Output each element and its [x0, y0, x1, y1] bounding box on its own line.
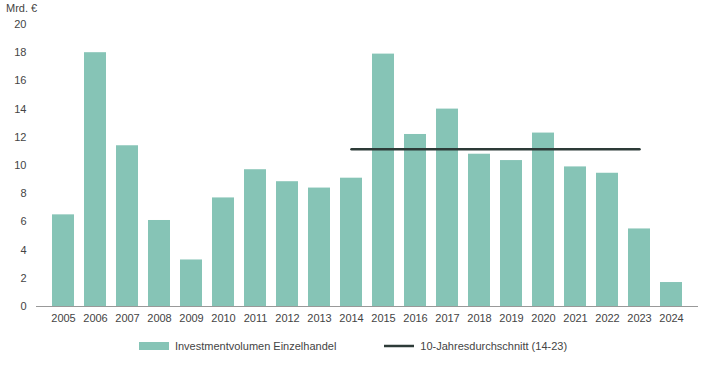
svg-text:2019: 2019	[499, 312, 523, 324]
svg-text:6: 6	[20, 215, 26, 227]
svg-text:2011: 2011	[244, 312, 268, 324]
svg-text:2016: 2016	[403, 312, 427, 324]
svg-text:2007: 2007	[115, 312, 139, 324]
svg-text:10: 10	[14, 159, 26, 171]
svg-text:2012: 2012	[275, 312, 299, 324]
svg-text:2014: 2014	[339, 312, 363, 324]
svg-text:2010: 2010	[211, 312, 235, 324]
svg-text:2006: 2006	[83, 312, 107, 324]
html-text:Mrd. €: Mrd. €	[6, 2, 38, 14]
html-text:10-Jahresdurchschnitt (14-23): 10-Jahresdurchschnitt (14-23)	[420, 340, 568, 352]
svg-text:0: 0	[20, 300, 26, 312]
svg-text:2023: 2023	[627, 312, 651, 324]
svg-text:2013: 2013	[307, 312, 331, 324]
svg-text:18: 18	[14, 46, 26, 58]
svg-text:2005: 2005	[51, 312, 75, 324]
svg-text:20: 20	[14, 18, 26, 30]
svg-text:2018: 2018	[467, 312, 491, 324]
svg-text:2015: 2015	[371, 312, 395, 324]
svg-text:8: 8	[20, 187, 26, 199]
svg-text:2020: 2020	[531, 312, 555, 324]
svg-text:2008: 2008	[147, 312, 171, 324]
svg-text:4: 4	[20, 244, 26, 256]
svg-text:16: 16	[14, 74, 26, 86]
svg-text:14: 14	[14, 103, 26, 115]
svg-text:2024: 2024	[659, 312, 683, 324]
svg-text:2009: 2009	[179, 312, 203, 324]
svg-text:2021: 2021	[563, 312, 587, 324]
svg-text:12: 12	[14, 131, 26, 143]
svg-text:2022: 2022	[595, 312, 619, 324]
html-text:Investmentvolumen Einzelhandel: Investmentvolumen Einzelhandel	[174, 340, 337, 352]
svg-text:2017: 2017	[435, 312, 459, 324]
svg-text:2: 2	[20, 272, 26, 284]
